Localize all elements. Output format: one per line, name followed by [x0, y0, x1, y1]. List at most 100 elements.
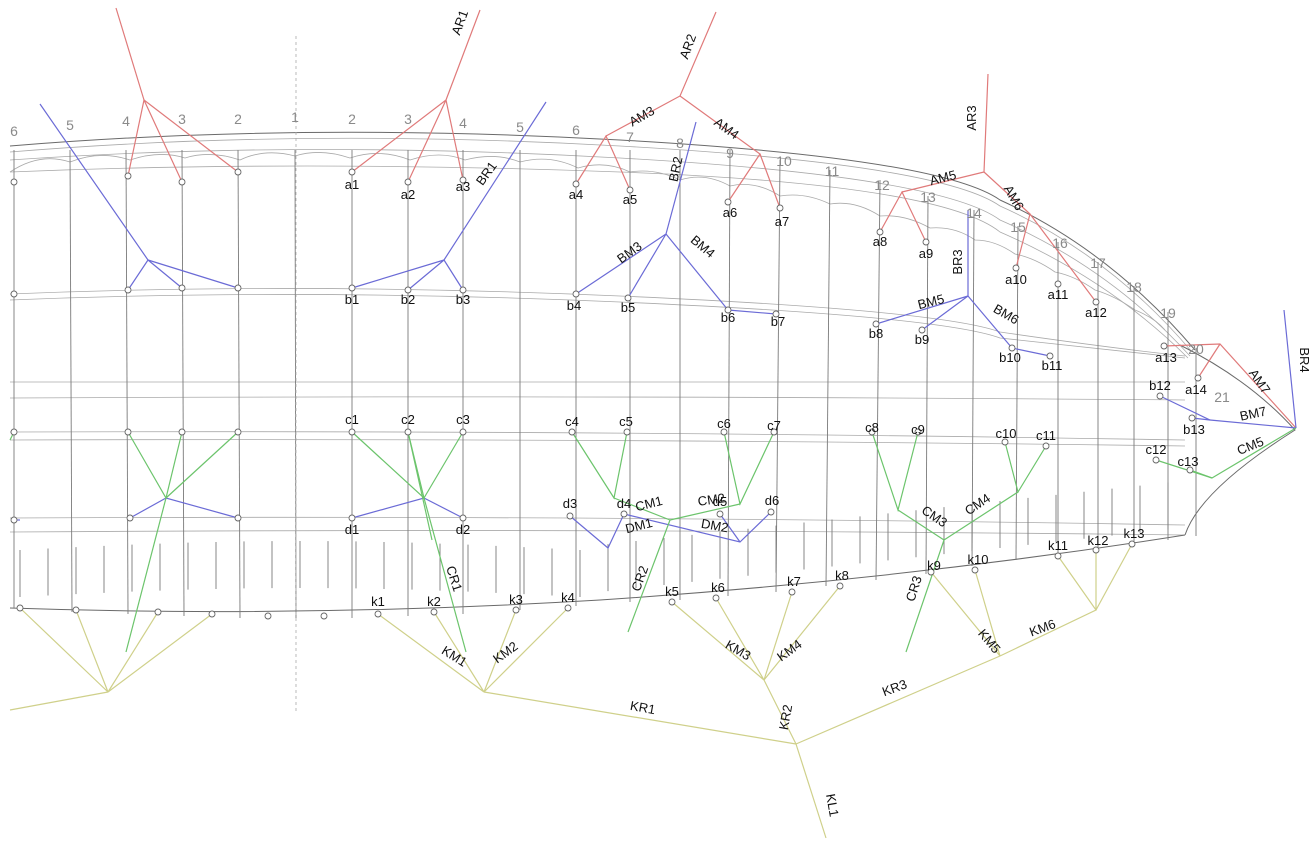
node-marker-b1 [348, 284, 356, 292]
member-line-b-31 [1283, 309, 1297, 429]
station-label-s10: 10 [776, 153, 792, 169]
station-line-s2L [237, 149, 241, 619]
node-marker-c2 [404, 428, 412, 436]
node-marker-b11 [1046, 352, 1054, 360]
member-label-KM4: KM4 [774, 636, 804, 664]
node-label-c7: c7 [767, 418, 781, 433]
node-label-a14: a14 [1185, 382, 1207, 397]
node-marker [10, 516, 18, 524]
node-marker-b12 [1156, 392, 1164, 400]
node-marker-d1 [348, 514, 356, 522]
member-line-c-39 [127, 431, 183, 500]
node-label-b1: b1 [345, 292, 359, 307]
node-label-k5: k5 [665, 584, 679, 599]
station-line-s12 [875, 179, 881, 581]
node-label-c11: c11 [1036, 428, 1056, 443]
node-marker [124, 428, 132, 436]
station-line-s11 [825, 169, 831, 587]
node-marker [234, 514, 242, 522]
node-marker [10, 428, 18, 436]
station-label-s21: 21 [1214, 389, 1230, 405]
node-label-b6: b6 [721, 310, 735, 325]
station-line-s9 [727, 149, 731, 597]
member-label-KR1: KR1 [629, 698, 657, 717]
node-marker-b4 [572, 290, 580, 298]
node-label-d2: d2 [456, 522, 470, 537]
node-marker-k3 [512, 606, 520, 614]
member-line-b-20 [443, 259, 464, 291]
node-label-a13: a13 [1155, 350, 1177, 365]
node-label-k11: k11 [1048, 538, 1068, 553]
node-marker-a9 [922, 238, 930, 246]
node-label-a11: a11 [1048, 287, 1069, 302]
node-label-a12: a12 [1085, 305, 1107, 320]
member-label-AM3: AM3 [626, 103, 657, 129]
station-label-s13: 13 [920, 189, 936, 205]
node-label-a9: a9 [919, 246, 933, 261]
member-line-c-48 [613, 497, 671, 521]
node-marker-c3 [459, 428, 467, 436]
member-label-BM7: BM7 [1238, 403, 1267, 423]
node-marker [264, 612, 272, 620]
node-marker-d3 [566, 512, 574, 520]
member-line-c-58 [1189, 469, 1213, 479]
node-label-c4: c4 [565, 414, 579, 429]
station-lines [13, 36, 1197, 712]
member-label-DM1: DM1 [624, 515, 654, 536]
node-marker [208, 610, 216, 618]
member-line-b-19 [351, 259, 445, 291]
member-label-CM5: CM5 [1235, 434, 1266, 458]
station-label-s7: 7 [626, 129, 634, 145]
node-marker-k8 [836, 582, 844, 590]
hull-bow-line [1179, 344, 1296, 536]
hull-line-b2 [9, 294, 1186, 359]
node-label-b10: b10 [999, 350, 1021, 365]
member-line-a-15 [1197, 343, 1221, 379]
node-marker-c9 [914, 428, 922, 436]
node-marker-k12 [1092, 546, 1100, 554]
member-line-k-68 [763, 591, 793, 681]
member-label-KR3: KR3 [880, 676, 909, 699]
node-marker-a4 [572, 180, 580, 188]
member-line-b-36 [569, 513, 625, 549]
member-line-k-61 [107, 613, 213, 693]
node-marker-a6 [724, 198, 732, 206]
station-label-s17: 17 [1090, 255, 1106, 271]
node-marker [124, 286, 132, 294]
member-line-a-5 [115, 7, 145, 101]
member-line-k-66 [483, 691, 797, 745]
node-marker-a8 [876, 228, 884, 236]
node-label-a2: a2 [401, 187, 415, 202]
station-line-s5L [69, 149, 73, 613]
member-line-k-76 [795, 743, 827, 839]
node-marker-a11 [1054, 280, 1062, 288]
node-marker [320, 612, 328, 620]
node-marker-b13 [1188, 414, 1196, 422]
member-line-a-0 [351, 99, 447, 183]
hull-line-mid2 [9, 396, 1186, 401]
member-label-AR2: AR2 [676, 32, 699, 61]
node-marker-k5 [668, 598, 676, 606]
station-label-s12: 12 [874, 177, 890, 193]
node-marker [10, 178, 18, 186]
node-marker-a2 [404, 178, 412, 186]
member-line-a-13 [1029, 213, 1097, 303]
member-line-k-70 [763, 679, 797, 745]
member-line-c-51 [669, 503, 741, 521]
node-marker-a12 [1092, 298, 1100, 306]
node-label-a5: a5 [623, 192, 637, 207]
node-label-b8: b8 [869, 326, 883, 341]
member-line-b-29 [1011, 347, 1051, 357]
node-marker [178, 428, 186, 436]
member-line-b-21 [443, 101, 547, 261]
member-line-b-28 [967, 295, 1013, 349]
node-label-c1: c1 [345, 412, 359, 427]
node-label-k7: k7 [787, 574, 801, 589]
member-line-c-53 [897, 509, 945, 541]
station-label-s6L: 6 [10, 123, 18, 139]
node-marker-a14 [1194, 374, 1202, 382]
station-line-s10 [775, 159, 781, 593]
member-label-KM2: KM2 [490, 638, 520, 666]
node-label-a4: a4 [569, 187, 583, 202]
